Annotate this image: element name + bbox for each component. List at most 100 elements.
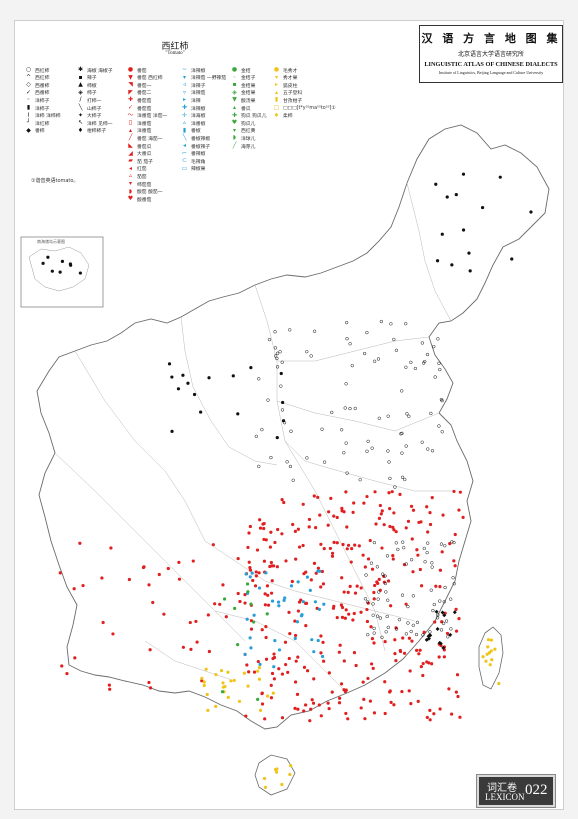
map-marker [248, 575, 252, 579]
map-marker [348, 342, 352, 346]
map-marker [246, 545, 250, 550]
map-marker [398, 492, 402, 496]
legend-symbol-icon: ⌐ [181, 149, 188, 157]
map-marker [361, 553, 365, 557]
map-marker [322, 460, 327, 464]
map-marker [266, 603, 271, 607]
map-marker [529, 210, 533, 214]
map-marker [399, 432, 403, 436]
legend-symbol-icon: ◈ [232, 88, 237, 96]
map-marker [327, 671, 331, 675]
map-marker [365, 330, 369, 335]
legend-label: 海椒 海椒子 [87, 68, 113, 74]
map-marker [366, 633, 370, 637]
map-marker [309, 707, 313, 711]
map-marker [339, 428, 344, 432]
map-marker [348, 584, 352, 588]
map-marker [375, 614, 380, 618]
legend-label: 番椒辣子 [191, 144, 211, 150]
legend-item: ▾ 秀才果 [273, 73, 297, 83]
map-marker [427, 661, 431, 665]
atlas-title-zh: 汉 语 方 言 地 图 集 [421, 32, 561, 45]
map-marker [458, 715, 462, 719]
map-marker [454, 193, 458, 197]
legend-symbol-icon: ▼ [128, 73, 133, 81]
map-marker [252, 620, 256, 624]
map-marker [434, 584, 438, 588]
map-marker [388, 524, 392, 529]
legend-item: ▸ 洋辣 [181, 95, 201, 105]
map-marker [304, 703, 308, 707]
map-marker [383, 640, 387, 644]
map-marker [369, 625, 373, 629]
map-marker [380, 546, 384, 550]
map-marker [322, 659, 326, 663]
map-marker [428, 511, 432, 515]
map-marker [430, 561, 434, 565]
map-marker [257, 677, 262, 681]
map-marker [404, 562, 408, 566]
map-marker [440, 232, 444, 236]
map-marker [366, 439, 370, 444]
map-marker [430, 565, 434, 569]
map-marker [258, 518, 262, 522]
map-marker [269, 696, 274, 700]
map-marker [328, 546, 332, 551]
map-marker [389, 322, 393, 326]
map-marker [421, 361, 426, 365]
map-marker [345, 525, 349, 529]
map-marker [257, 665, 262, 670]
map-marker [440, 550, 444, 554]
legend-label: 毛辣角 [191, 159, 206, 165]
map-marker [263, 785, 268, 789]
map-marker [447, 687, 451, 691]
legend-label: 西番柿 [35, 83, 50, 89]
legend-symbol-icon: ◦ [26, 96, 31, 104]
map-marker [438, 585, 442, 589]
legend-item: ◈ 柿子 [77, 88, 96, 98]
map-marker [342, 659, 346, 663]
map-marker [276, 600, 281, 604]
legend-label: 酸汤果 [241, 98, 256, 104]
map-marker [297, 545, 302, 549]
legend-label: 番茄 [137, 68, 147, 74]
map-marker [247, 560, 251, 564]
map-marker [375, 565, 380, 569]
inset-map-label: 南海诸岛示意图 [37, 239, 65, 244]
map-marker [428, 718, 432, 722]
map-marker [41, 261, 45, 265]
map-marker [425, 550, 429, 555]
map-marker [420, 341, 425, 345]
map-marker [428, 522, 433, 527]
map-marker [78, 271, 82, 275]
map-marker [457, 617, 461, 621]
map-marker [440, 610, 445, 615]
legend-label: 洋辣 [191, 98, 201, 104]
map-marker [422, 546, 426, 551]
legend-item: ⊂ 毛辣角 [181, 156, 205, 166]
map-marker [428, 633, 433, 638]
map-marker [296, 609, 300, 613]
map-marker [445, 195, 449, 199]
map-marker [418, 648, 422, 652]
legend-symbol-icon: ◇ [26, 81, 31, 89]
legend-symbol-icon: ▵ [128, 172, 132, 180]
map-marker [366, 676, 370, 681]
map-marker [372, 540, 377, 545]
legend-item: ▰ 茄 茄子 [127, 156, 153, 166]
legend-item: ▴ 洋番茄 [127, 126, 151, 136]
map-marker [293, 680, 298, 684]
legend-item: ^ 西红杮 [25, 73, 49, 83]
map-marker [318, 513, 322, 517]
map-marker [384, 590, 388, 594]
map-title: 西红柿 [161, 42, 189, 52]
legend-label: 番茄二 [137, 91, 152, 97]
map-marker [264, 624, 268, 629]
map-marker [101, 620, 105, 625]
legend-label: 酸番茄 [137, 197, 152, 203]
legend-item: / 打柿一 [77, 95, 101, 105]
map-marker [214, 672, 218, 677]
map-marker [428, 708, 432, 712]
map-marker [351, 510, 355, 515]
map-marker [295, 620, 300, 624]
